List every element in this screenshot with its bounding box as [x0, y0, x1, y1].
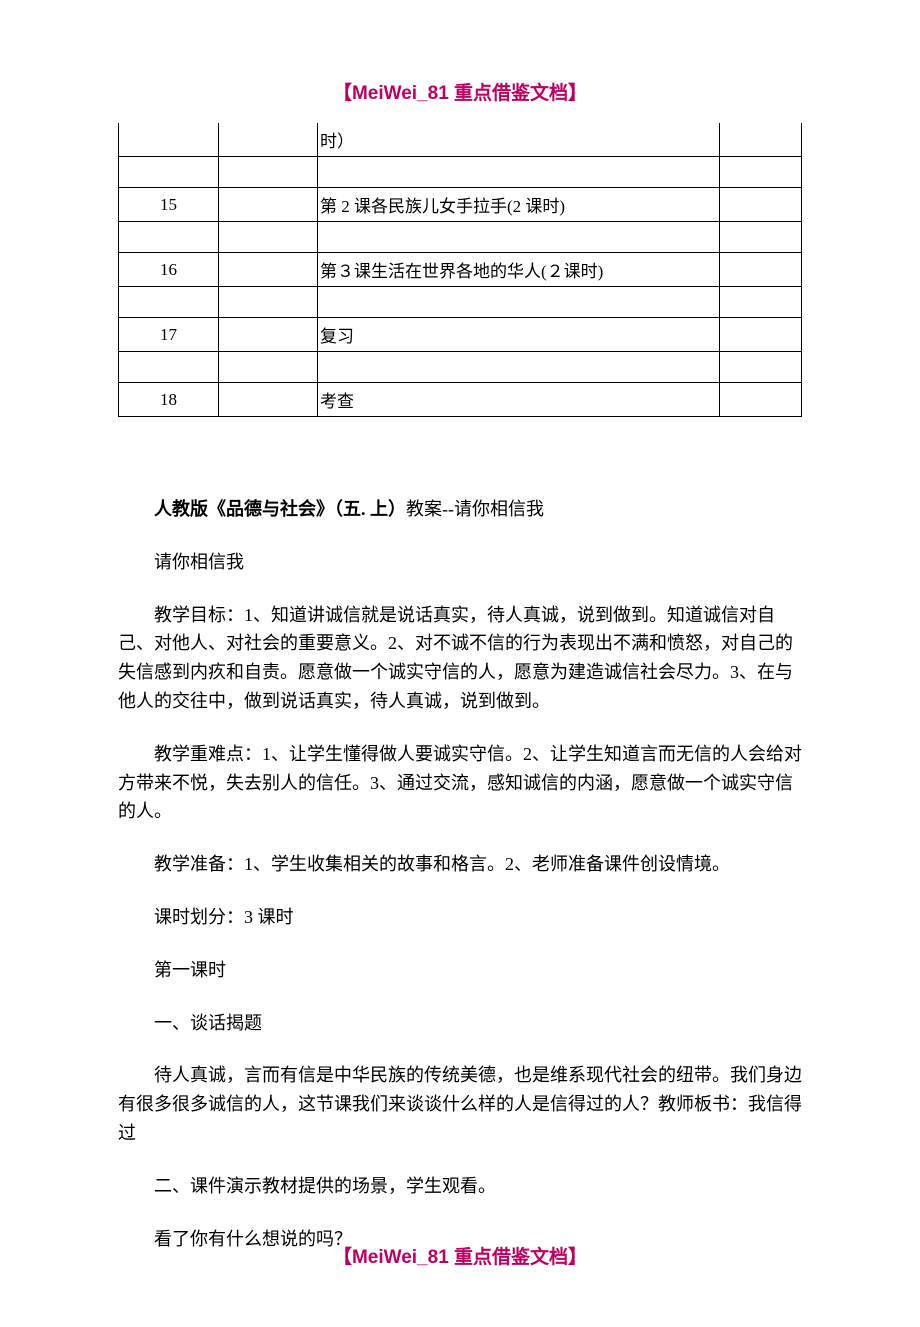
table-cell: 时）	[318, 123, 720, 157]
footer-title: 【MeiWei_81 重点借鉴文档】	[0, 1242, 920, 1269]
table-row	[119, 222, 802, 253]
table-cell	[720, 318, 802, 352]
table-cell	[318, 352, 720, 383]
table-cell	[219, 222, 318, 253]
table-cell: 第３课生活在世界各地的华人(２课时)	[318, 253, 720, 287]
lesson-section-1: 一、谈话揭题	[118, 1009, 802, 1038]
table-cell: 第 2 课各民族儿女手拉手(2 课时)	[318, 188, 720, 222]
table-cell	[318, 287, 720, 318]
table-cell	[720, 253, 802, 287]
header-title: 【MeiWei_81 重点借鉴文档】	[118, 78, 802, 105]
table-cell: 16	[119, 253, 219, 287]
lesson-keypoints: 教学重难点：1、让学生懂得做人要诚实守信。2、让学生知道言而无信的人会给对方带来…	[118, 740, 802, 826]
lesson-section-2: 二、课件演示教材提供的场景，学生观看。	[118, 1172, 802, 1201]
table-row: 时）	[119, 123, 802, 157]
table-cell	[720, 383, 802, 417]
table-row: 16 第３课生活在世界各地的华人(２课时)	[119, 253, 802, 287]
table-cell	[720, 287, 802, 318]
table-cell	[119, 287, 219, 318]
table-cell	[219, 123, 318, 157]
lesson-prep: 教学准备：1、学生收集相关的故事和格言。2、老师准备课件创设情境。	[118, 850, 802, 879]
table-cell: 考查	[318, 383, 720, 417]
lesson-title-bold: 人教版《品德与社会》（五. 上）	[154, 499, 406, 519]
table-cell: 17	[119, 318, 219, 352]
lesson-title: 人教版《品德与社会》（五. 上）教案--请你相信我	[118, 495, 802, 524]
table-cell: 15	[119, 188, 219, 222]
lesson-first-period: 第一课时	[118, 956, 802, 985]
table-cell	[119, 352, 219, 383]
table-cell	[119, 222, 219, 253]
table-cell	[219, 188, 318, 222]
table-row: 18 考查	[119, 383, 802, 417]
table-cell	[720, 352, 802, 383]
table-row	[119, 157, 802, 188]
table-cell: 18	[119, 383, 219, 417]
lesson-title-rest: 教案--请你相信我	[406, 499, 544, 519]
table-row: 15 第 2 课各民族儿女手拉手(2 课时)	[119, 188, 802, 222]
lesson-para-1: 待人真诚，言而有信是中华民族的传统美德，也是维系现代社会的纽带。我们身边有很多很…	[118, 1061, 802, 1147]
table-cell	[318, 222, 720, 253]
lesson-periods: 课时划分：3 课时	[118, 903, 802, 932]
table-cell	[119, 157, 219, 188]
table-cell	[219, 287, 318, 318]
table-cell	[219, 352, 318, 383]
schedule-table: 时） 15 第 2 课各民族儿女手拉手(2 课时) 16 第３课生活在世界各地的…	[118, 123, 802, 417]
table-cell	[720, 157, 802, 188]
table-cell	[219, 157, 318, 188]
table-cell	[219, 318, 318, 352]
lesson-subtitle: 请你相信我	[118, 548, 802, 577]
table-row	[119, 352, 802, 383]
table-cell	[219, 383, 318, 417]
table-cell	[119, 123, 219, 157]
lesson-goal: 教学目标：1、知道讲诚信就是说话真实，待人真诚，说到做到。知道诚信对自己、对他人…	[118, 601, 802, 716]
table-cell	[219, 253, 318, 287]
table-cell	[318, 157, 720, 188]
table-cell	[720, 222, 802, 253]
table-cell: 复习	[318, 318, 720, 352]
table-cell	[720, 123, 802, 157]
table-row	[119, 287, 802, 318]
lesson-content: 人教版《品德与社会》（五. 上）教案--请你相信我 请你相信我 教学目标：1、知…	[118, 495, 802, 1253]
table-row: 17 复习	[119, 318, 802, 352]
table-cell	[720, 188, 802, 222]
